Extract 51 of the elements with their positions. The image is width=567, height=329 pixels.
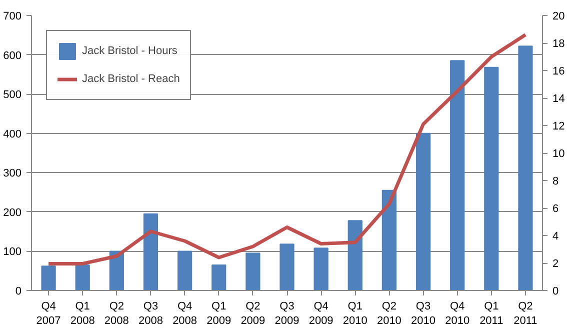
line-series [46,33,528,266]
bar [382,190,397,290]
y2-tick-label: 4 [552,230,559,242]
bar [518,46,533,290]
x-tick-label: Q4 2009 [308,300,334,327]
y-tick-label: 500 [3,89,22,102]
bar [348,220,362,290]
bar [212,264,226,290]
bar [280,244,294,290]
bar [484,66,499,290]
x-tick-label: Q2 2010 [376,300,402,327]
y2-tick-label: 20 [552,10,565,22]
y2-tick-label: 8 [552,176,559,188]
x-tick-label: Q2 2011 [514,300,538,327]
x-tick-label: Q3 2009 [274,300,300,327]
x-tick-label: Q1 2010 [342,300,368,327]
x-tick-label: Q1 2011 [480,300,504,327]
y2-tick-label: 6 [552,203,559,215]
x-tick-label: Q4 2008 [172,300,198,327]
bar [143,213,158,290]
y-tick-label: 0 [15,286,22,298]
x-tick-label: Q3 2010 [411,300,436,327]
x-tick-label: Q4 2010 [445,300,470,327]
x-tick-label: Q3 2008 [138,300,163,327]
y2-tick-label: 12 [552,120,565,132]
y2-tick-label: 0 [552,286,559,298]
y-tick-label: 300 [3,168,22,180]
y2-tick-label: 10 [552,148,565,160]
y-tick-label: 100 [3,246,22,258]
bar [177,250,192,290]
y-tick-label: 700 [3,10,22,22]
bar [416,132,431,290]
bar [41,266,56,290]
bar [450,60,465,290]
x-tick-label: Q2 2009 [240,300,266,327]
x-tick-label: Q1 2008 [70,300,95,327]
x-tick-label: Q2 2008 [104,300,129,327]
bar [246,252,260,290]
bar [314,248,328,290]
y2-tick-label: 2 [552,258,559,270]
y2-tick-label: 18 [552,38,565,50]
y-tick-label: 200 [3,206,22,219]
bar [75,264,90,290]
y2-tick-label: 16 [552,66,565,78]
y-tick-label: 400 [3,128,22,140]
y2-tick-label: 14 [552,93,565,105]
legend-label: Jack Bristol - Hours [82,45,178,57]
y-tick-label: 600 [3,50,22,62]
legend-label: Jack Bristol - Reach [82,73,180,85]
x-tick-label: Q1 2009 [206,300,232,327]
x-tick-label: Q4 2007 [36,300,61,327]
